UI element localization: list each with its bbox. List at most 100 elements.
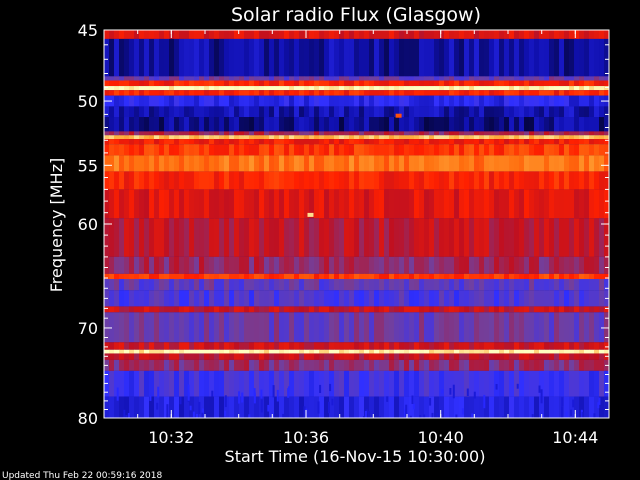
spectrogram-cell	[334, 171, 340, 190]
spectrogram-cell	[219, 342, 225, 350]
spectrogram-cell	[519, 30, 525, 39]
spectrogram-cell	[334, 38, 340, 77]
spectrogram-cell	[314, 38, 320, 77]
spectrogram-cell	[579, 90, 585, 96]
spectrogram-cell	[299, 342, 305, 350]
spectrogram-cell	[329, 290, 335, 307]
spectrogram-cell	[604, 144, 609, 156]
spectrogram-cell	[154, 155, 160, 172]
spectrogram-cell	[304, 218, 310, 257]
spectrogram-cell	[564, 370, 570, 397]
spectrogram-cell	[574, 273, 580, 280]
spectrogram-cell	[289, 131, 295, 136]
spectrogram-cell	[399, 290, 405, 307]
spectrogram-cell	[454, 139, 460, 145]
spectrogram-cell	[459, 306, 465, 313]
spectrogram-cell	[409, 306, 415, 313]
spectrogram-cell	[159, 131, 165, 136]
spectrogram-cell	[514, 95, 520, 107]
spectrogram-cell	[339, 370, 345, 397]
spectrogram-cell	[509, 171, 515, 190]
spectrogram-cell	[379, 155, 385, 172]
spectrogram-cell	[604, 30, 609, 39]
spectrogram-cell	[159, 80, 165, 87]
spectrogram-cell	[299, 171, 305, 190]
spectrogram-cell	[259, 106, 265, 118]
spectrogram-cell	[274, 396, 280, 418]
spectrogram-cell	[459, 218, 465, 257]
spectrogram-cell	[594, 86, 600, 91]
spectrogram-cell	[574, 86, 580, 91]
spectrogram-cell	[354, 256, 360, 274]
spectrogram-cell	[109, 256, 115, 274]
spectrogram-cell	[254, 38, 260, 77]
spectrogram-cell	[399, 306, 405, 313]
spectrogram-cell	[199, 76, 205, 81]
spectrogram-cell	[599, 117, 605, 132]
spectrogram-cell	[604, 80, 609, 87]
spectrogram-cell	[534, 144, 540, 156]
spectrogram-cell	[179, 30, 185, 39]
noise-speck	[429, 397, 432, 406]
spectrogram-cell	[454, 359, 460, 371]
spectrogram-cell	[424, 90, 430, 96]
spectrogram-cell	[439, 256, 445, 274]
spectrogram-cell	[244, 349, 250, 354]
spectrogram-cell	[384, 117, 390, 132]
spectrogram-cell	[454, 38, 460, 77]
spectrogram-cell	[449, 155, 455, 172]
spectrogram-cell	[339, 306, 345, 313]
spectrogram-cell	[399, 80, 405, 87]
spectrogram-cell	[119, 359, 125, 371]
spectrogram-cell	[474, 349, 480, 354]
spectrogram-cell	[349, 144, 355, 156]
spectrogram-cell	[249, 38, 255, 77]
spectrogram-cell	[139, 306, 145, 313]
spectrogram-cell	[304, 306, 310, 313]
spectrogram-cell	[309, 370, 315, 397]
spectrogram-cell	[574, 359, 580, 371]
spectrogram-cell	[359, 218, 365, 257]
spectrogram-cell	[239, 273, 245, 280]
spectrogram-cell	[324, 396, 330, 418]
spectrogram-cell	[224, 306, 230, 313]
spectrogram-cell	[374, 80, 380, 87]
spectrogram-cell	[139, 135, 145, 140]
spectrogram-cell	[484, 359, 490, 371]
spectrogram-cell	[229, 117, 235, 132]
spectrogram-cell	[594, 359, 600, 371]
spectrogram-cell	[364, 306, 370, 313]
spectrogram-cell	[344, 131, 350, 136]
spectrogram-cell	[354, 106, 360, 118]
spectrogram-cell	[209, 80, 215, 87]
spectrogram-cell	[164, 30, 170, 39]
spectrogram-cell	[319, 86, 325, 91]
spectrogram-cell	[529, 279, 535, 291]
spectrogram-cell	[529, 312, 535, 343]
spectrogram-cell	[499, 90, 505, 96]
spectrogram-cell	[424, 359, 430, 371]
spectrogram-cell	[519, 349, 525, 354]
spectrogram-cell	[124, 86, 130, 91]
spectrogram-cell	[569, 396, 575, 418]
spectrogram-cell	[194, 279, 200, 291]
spectrogram-cell	[109, 106, 115, 118]
spectrogram-cell	[599, 370, 605, 397]
spectrogram-cell	[119, 30, 125, 39]
spectrogram-cell	[204, 273, 210, 280]
spectrogram-cell	[434, 95, 440, 107]
spectrogram-cell	[114, 290, 120, 307]
spectrogram-cell	[314, 106, 320, 118]
spectrogram-cell	[224, 359, 230, 371]
spectrogram-cell	[599, 359, 605, 371]
spectrogram-cell	[264, 131, 270, 136]
spectrogram-cell	[419, 139, 425, 145]
spectrogram-cell	[294, 279, 300, 291]
spectrogram-cell	[414, 370, 420, 397]
spectrogram-cell	[399, 131, 405, 136]
spectrogram-cell	[229, 396, 235, 418]
spectrogram-cell	[109, 218, 115, 257]
spectrogram-cell	[539, 139, 545, 145]
spectrogram-cell	[344, 90, 350, 96]
spectrogram-cell	[544, 76, 550, 81]
